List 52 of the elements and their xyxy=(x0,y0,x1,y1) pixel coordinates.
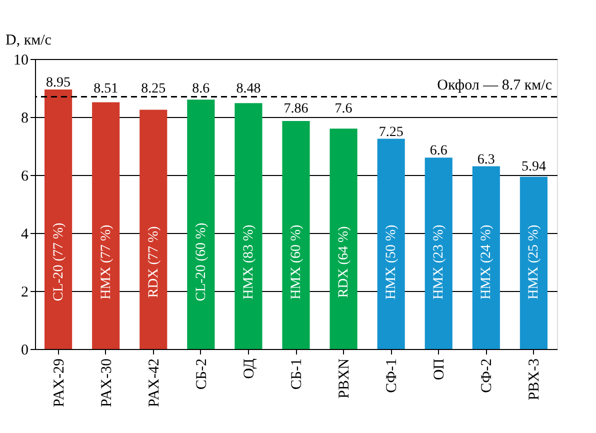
bar xyxy=(377,138,405,349)
annotation: HMX (60 %) xyxy=(289,224,304,300)
x-tick-label: ОД xyxy=(241,358,258,379)
bar xyxy=(140,110,168,349)
data-label: 6.3 xyxy=(477,152,495,168)
annotation: CL-20 (60 %) xyxy=(194,222,209,302)
annotation: HMX (77 %) xyxy=(98,224,114,300)
x-tick-label: PAX-29 xyxy=(51,358,68,408)
annotation: RDX (77 %) xyxy=(146,226,162,298)
data-label: 8.48 xyxy=(236,81,261,96)
x-tick-label: PBX-3 xyxy=(526,358,543,400)
data-label: 8.6 xyxy=(192,81,210,96)
data-label: 7.6 xyxy=(334,102,352,117)
bar xyxy=(424,158,452,349)
annotation: RDX (64 %) xyxy=(336,226,352,298)
bar xyxy=(234,103,262,349)
annotation: HMX (24 %) xyxy=(479,224,494,300)
y-tick-label: 10 xyxy=(14,52,28,68)
bar xyxy=(330,128,358,349)
bar xyxy=(472,166,500,349)
y-tick-label: 2 xyxy=(21,284,28,300)
data-label: 6.6 xyxy=(430,144,448,159)
annotation: HMX (50 %) xyxy=(384,224,400,300)
data-label: 8.95 xyxy=(46,75,71,90)
annotation: CL-20 (77 %) xyxy=(51,222,66,302)
bar xyxy=(187,100,215,349)
x-tick-label: СФ-1 xyxy=(384,358,400,393)
bar xyxy=(282,121,310,349)
annotation: HMX (25 %) xyxy=(526,224,542,300)
bar xyxy=(92,102,120,349)
ref-line-label: Окфол — 8.7 км/с xyxy=(437,78,552,94)
data-label: 7.86 xyxy=(284,102,308,117)
x-tick-label: СБ-1 xyxy=(289,358,305,390)
y-tick-label: 8 xyxy=(21,110,28,126)
data-label: 8.51 xyxy=(94,81,118,96)
x-tick-label: СБ-2 xyxy=(194,358,210,390)
bar xyxy=(520,176,548,349)
data-label: 8.25 xyxy=(141,81,166,96)
data-label: 5.94 xyxy=(521,160,546,175)
x-tick-label: ОП xyxy=(432,358,448,380)
bar xyxy=(44,89,72,349)
x-tick-label: PAX-30 xyxy=(98,358,115,408)
x-tick-label: СФ-2 xyxy=(479,358,496,393)
x-tick-label: PBXN xyxy=(336,358,353,399)
y-tick-label: 0 xyxy=(21,342,28,358)
x-tick-label: PAX-42 xyxy=(146,358,162,408)
annotation: HMX (23 %) xyxy=(432,224,447,300)
data-label: 7.25 xyxy=(378,124,404,140)
y-tick-label: 4 xyxy=(21,226,29,242)
y-tick-label: 6 xyxy=(21,168,29,184)
annotation: HMX (83 %) xyxy=(241,224,256,300)
y-axis-title: D, км/с xyxy=(6,32,52,48)
